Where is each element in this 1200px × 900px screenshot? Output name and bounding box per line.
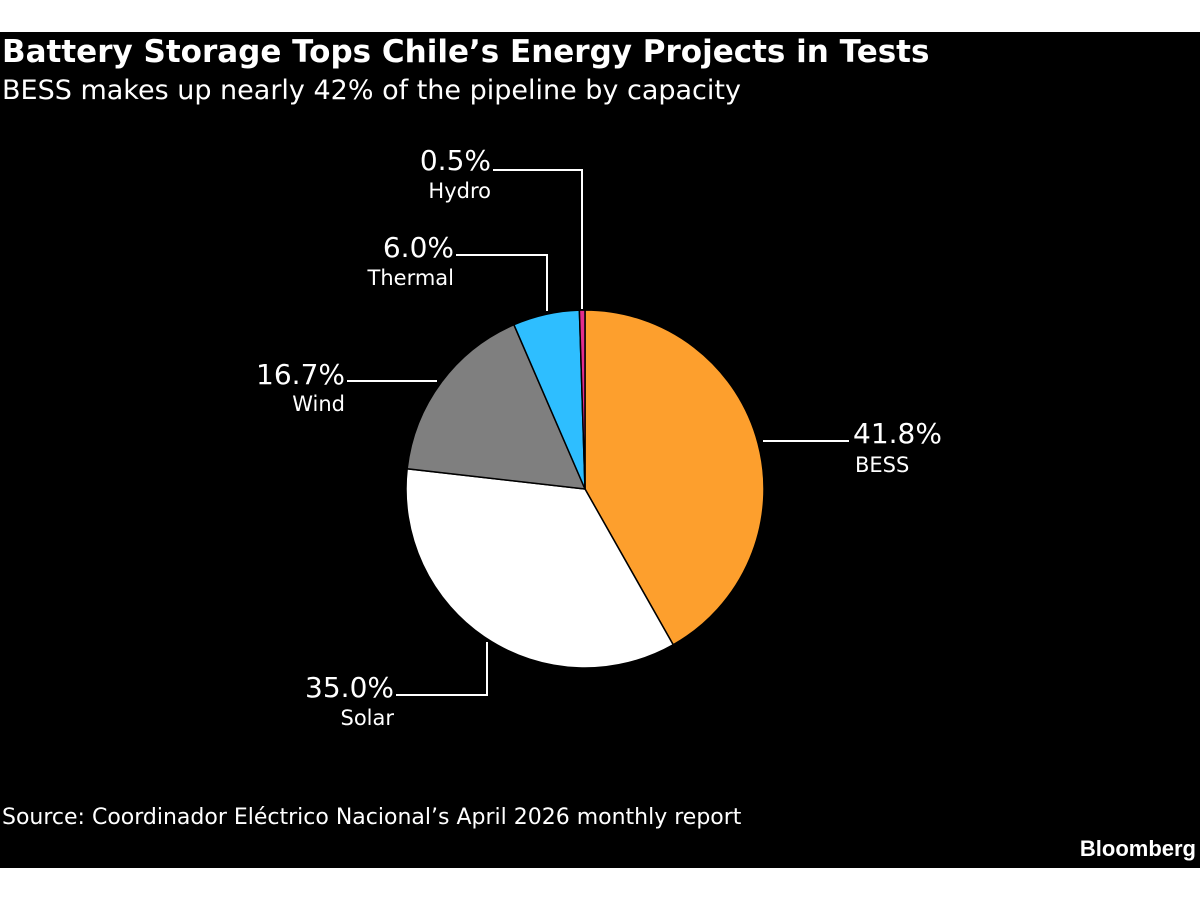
chart-title: Battery Storage Tops Chile’s Energy Proj… [2,34,930,70]
category-label-wind: Wind [292,392,345,416]
chart-subtitle: BESS makes up nearly 42% of the pipeline… [2,75,741,106]
category-label-thermal: Thermal [367,266,454,290]
pie-slice-wind [406,323,587,490]
value-label-solar: 35.0% [305,671,394,704]
pie-slice-bess [584,309,765,646]
leader-lines [347,169,849,696]
category-label-hydro: Hydro [428,179,491,203]
value-label-wind: 16.7% [256,358,345,391]
value-label-thermal: 6.0% [383,231,454,264]
category-label-solar: Solar [340,706,394,730]
leader-line-thermal [456,254,548,311]
value-label-hydro: 0.5% [420,144,491,177]
pie-slices [405,309,765,669]
source-note: Source: Coordinador Eléctrico Nacional’s… [2,805,742,830]
pie-slice-solar [405,467,675,669]
slice-labels: 41.8% BESS 35.0% Solar 16.7% Wind 6.0% T… [256,144,942,730]
leader-line-solar [396,642,488,696]
value-label-bess: 41.8% [853,417,942,450]
pie-slice-hydro [578,309,586,490]
bloomberg-logo: Bloomberg [1079,836,1196,861]
category-label-bess: BESS [855,453,909,477]
leader-line-hydro [493,169,583,309]
